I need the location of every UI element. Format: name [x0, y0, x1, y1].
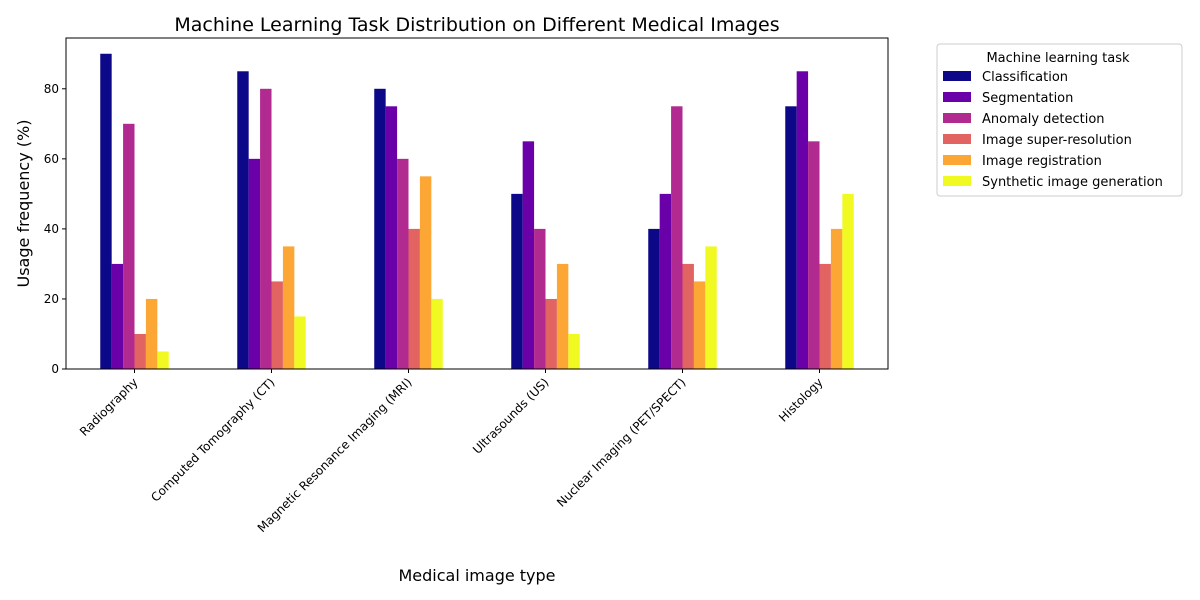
legend-frame — [936, 43, 1183, 197]
x-axis: Radiography Computed Tomography (CT)Magne… — [77, 369, 826, 535]
y-tick-label: 20 — [44, 292, 59, 306]
x-tick-label: Radiography — [77, 375, 141, 439]
bar — [237, 71, 249, 369]
bar — [819, 263, 831, 369]
legend: Machine learning task Classification Segm… — [936, 43, 1183, 197]
bar — [648, 228, 660, 369]
plot-frame — [65, 37, 889, 370]
y-tick-label: 80 — [44, 82, 59, 96]
y-axis-title: Usage frequency (%) — [14, 120, 33, 288]
legend-label: Classification — [982, 70, 1068, 85]
legend-label: Synthetic image generation — [982, 175, 1163, 190]
bar — [830, 228, 843, 369]
bar — [157, 351, 169, 369]
bar — [545, 298, 557, 369]
bar — [511, 193, 523, 369]
bar — [522, 141, 535, 369]
x-tick-label: Ultrasounds (US) — [470, 375, 552, 457]
bar — [374, 88, 386, 369]
bar — [100, 53, 112, 369]
bar — [705, 246, 717, 369]
bar — [785, 106, 797, 370]
y-tick-label: 40 — [44, 222, 59, 236]
x-tick-label: Histology — [776, 375, 826, 425]
legend-swatch — [943, 155, 971, 165]
bar — [294, 316, 306, 369]
bar — [111, 263, 124, 369]
bar — [282, 246, 295, 369]
x-tick-label: Magnetic Resonance Imaging (MRI) — [255, 375, 415, 535]
bar — [842, 193, 854, 369]
bar — [271, 281, 283, 369]
bar — [556, 263, 569, 369]
x-axis-title: Medical image type — [398, 566, 555, 585]
bar — [671, 106, 683, 370]
bar — [385, 106, 398, 370]
bar — [397, 158, 409, 369]
legend-swatch — [943, 92, 971, 102]
bar — [693, 281, 706, 369]
bar — [659, 193, 672, 369]
bar — [568, 333, 580, 369]
legend-swatch — [943, 176, 971, 186]
legend-title: Machine learning task — [986, 51, 1130, 66]
bar — [534, 228, 546, 369]
y-tick-label: 0 — [51, 362, 59, 376]
bar — [123, 123, 135, 369]
plot-area — [100, 53, 854, 370]
legend-label: Segmentation — [982, 91, 1073, 106]
x-tick-label: Nuclear Imaging (PET/SPECT) — [554, 375, 689, 510]
x-tick-label: Computed Tomography (CT) — [148, 375, 277, 504]
bar — [248, 158, 261, 369]
bar — [682, 263, 694, 369]
legend-swatch — [943, 71, 971, 81]
bar — [260, 88, 272, 369]
legend-label: Image registration — [982, 154, 1102, 169]
bar — [796, 71, 809, 369]
bar — [134, 333, 146, 369]
legend-label: Image super-resolution — [982, 133, 1132, 148]
bar — [431, 298, 443, 369]
bar — [145, 298, 158, 369]
bar — [419, 176, 432, 369]
bar — [408, 228, 420, 369]
y-tick-label: 60 — [44, 152, 59, 166]
legend-label: Anomaly detection — [982, 112, 1105, 127]
legend-swatch — [943, 113, 971, 123]
legend-items: Classification Segmentation Anomaly detect… — [943, 70, 1163, 190]
legend-swatch — [943, 134, 971, 144]
bar — [808, 141, 820, 369]
chart-title: Machine Learning Task Distribution on Di… — [174, 14, 779, 36]
y-axis: 0 20 40 60 80 — [44, 82, 66, 376]
